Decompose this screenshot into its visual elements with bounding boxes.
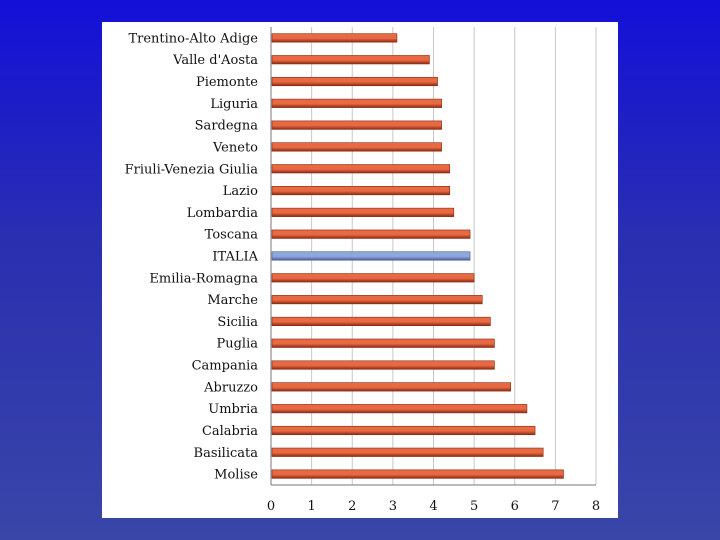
bar-puglia — [271, 338, 495, 348]
x-tick-label-1: 1 — [307, 499, 315, 514]
bar-lazio — [271, 186, 451, 196]
category-label-lazio: Lazio — [223, 184, 258, 199]
category-label-abruzzo: Abruzzo — [203, 380, 258, 395]
category-label-puglia: Puglia — [216, 337, 258, 352]
bar-sicilia — [271, 316, 491, 326]
category-label-sardegna: Sardegna — [195, 119, 259, 134]
category-label-lombardia: Lombardia — [187, 206, 259, 221]
bar-molise — [271, 469, 564, 479]
bar-friuli-venezia-giulia — [271, 164, 451, 174]
bar-valle-d-aosta — [271, 55, 430, 65]
bar-marche — [271, 295, 483, 305]
category-label-liguria: Liguria — [210, 97, 258, 112]
category-label-sicilia: Sicilia — [217, 315, 258, 330]
bar-toscana — [271, 229, 471, 239]
x-tick-label-7: 7 — [551, 499, 559, 514]
bar-trentino-alto-adige — [271, 33, 398, 43]
bar-basilicata — [271, 447, 544, 457]
bar-liguria — [271, 98, 442, 108]
bar-veneto — [271, 142, 442, 152]
bar-sardegna — [271, 120, 442, 130]
category-label-marche: Marche — [207, 293, 258, 308]
x-tick-label-0: 0 — [267, 499, 275, 514]
x-tick-label-3: 3 — [389, 499, 397, 514]
category-label-toscana: Toscana — [205, 228, 259, 243]
bar-chart: 0 1 2 3 4 5 6 7 8 Trentino-Alto Adige Valle d'Aost… — [125, 27, 600, 514]
bar-abruzzo — [271, 382, 511, 392]
category-label-piemonte: Piemonte — [196, 75, 258, 90]
category-label-veneto: Veneto — [212, 140, 258, 155]
x-tick-label-8: 8 — [592, 499, 600, 514]
category-label-italia: ITALIA — [212, 250, 258, 265]
bar-emilia-romagna — [271, 273, 475, 283]
bar-calabria — [271, 425, 536, 436]
bar-lombardia — [271, 207, 455, 217]
category-label-umbria: Umbria — [208, 402, 258, 417]
x-tick-label-2: 2 — [348, 499, 356, 514]
bar-umbria — [271, 404, 528, 414]
category-label-trentino-alto-adige: Trentino-Alto Adige — [128, 31, 258, 46]
category-label-valle-d-aosta: Valle d'Aosta — [172, 53, 258, 68]
category-label-friuli-venezia-giulia: Friuli-Venezia Giulia — [125, 162, 259, 177]
x-tick-label-4: 4 — [429, 499, 437, 514]
category-label-emilia-romagna: Emilia-Romagna — [149, 271, 258, 286]
bar-piemonte — [271, 76, 438, 87]
x-tick-label-6: 6 — [511, 499, 519, 514]
bar-italia — [271, 251, 471, 261]
category-label-basilicata: Basilicata — [194, 446, 259, 461]
category-label-campania: Campania — [192, 359, 259, 374]
category-label-molise: Molise — [214, 468, 258, 483]
x-tick-label-5: 5 — [470, 499, 478, 514]
bar-campania — [271, 360, 495, 370]
category-label-calabria: Calabria — [202, 424, 258, 439]
chart-panel: 0 1 2 3 4 5 6 7 8 Trentino-Alto Adige Valle d'Aost… — [102, 22, 618, 518]
